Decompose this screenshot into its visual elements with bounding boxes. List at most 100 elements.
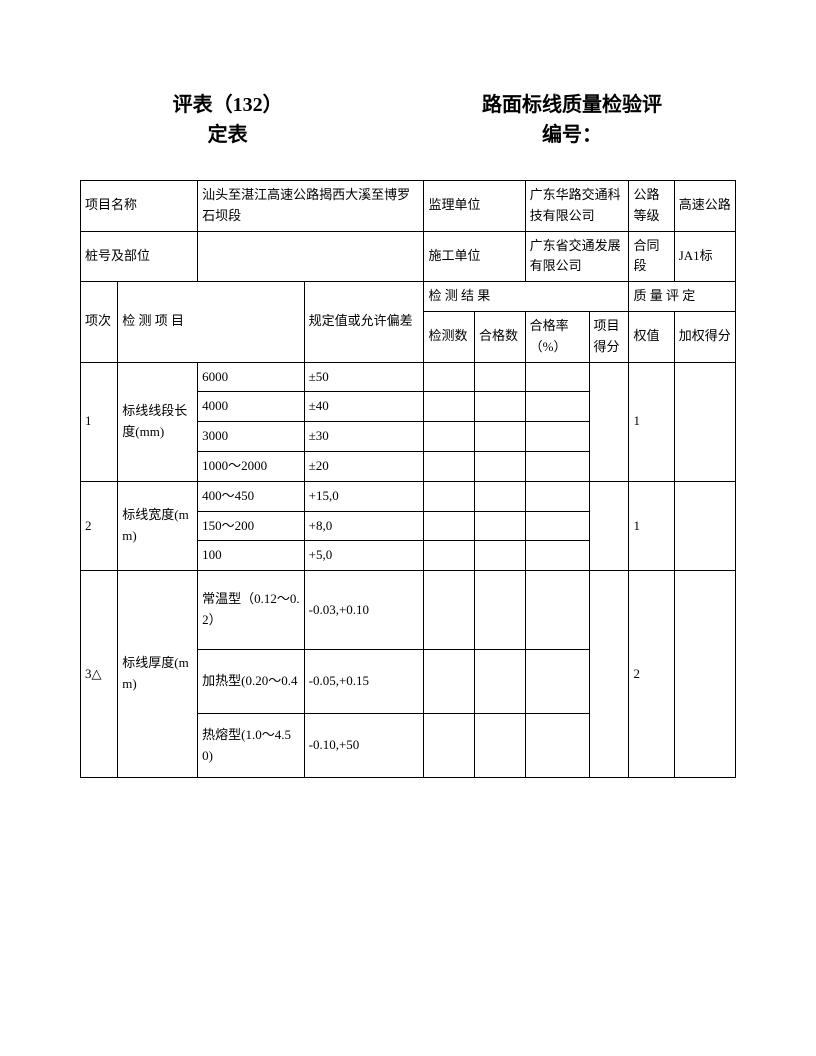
- spec1: 常温型（0.12～0.2）: [198, 571, 304, 650]
- spec1: 100: [198, 541, 304, 571]
- th-item-score: 项目得分: [589, 311, 629, 362]
- stake-value: [198, 231, 424, 282]
- th-weight: 权值: [629, 311, 674, 362]
- spec2: ±50: [304, 362, 424, 392]
- spec1: 3000: [198, 422, 304, 452]
- cell: [424, 541, 475, 571]
- spec1: 1000～2000: [198, 451, 304, 481]
- title-left: 评表（132） 定表: [80, 90, 375, 150]
- cell: [589, 481, 629, 570]
- road-grade-label: 公路等级: [629, 181, 674, 232]
- cell: [424, 650, 475, 714]
- name-3: 标线厚度(mm): [118, 571, 198, 778]
- cell: [525, 392, 589, 422]
- spec2: ±40: [304, 392, 424, 422]
- name-2: 标线宽度(mm): [118, 481, 198, 570]
- road-grade-value: 高速公路: [674, 181, 735, 232]
- col-header-row-1: 项次 检 测 项 目 规定值或允许偏差 检 测 结 果 质 量 评 定: [81, 282, 736, 312]
- spec2: ±30: [304, 422, 424, 452]
- cell: [525, 714, 589, 778]
- supervision-value: 广东华路交通科技有限公司: [525, 181, 629, 232]
- main-table: 项目名称 汕头至湛江高速公路揭西大溪至博罗石坝段 监理单位 广东华路交通科技有限…: [80, 180, 736, 778]
- cell: [525, 511, 589, 541]
- cell: [525, 481, 589, 511]
- cell: [424, 511, 475, 541]
- cell: [424, 422, 475, 452]
- cell: [424, 481, 475, 511]
- spec2: +15,0: [304, 481, 424, 511]
- th-pass-rate: 合格率（%）: [525, 311, 589, 362]
- spec2: -0.05,+0.15: [304, 650, 424, 714]
- table-row: 3△ 标线厚度(mm) 常温型（0.12～0.2） -0.03,+0.10 2: [81, 571, 736, 650]
- cell: [475, 481, 526, 511]
- cell: [424, 571, 475, 650]
- spec1: 400～450: [198, 481, 304, 511]
- seq-2: 2: [81, 481, 118, 570]
- spec2: ±20: [304, 451, 424, 481]
- name-1: 标线线段长度(mm): [118, 362, 198, 481]
- cell: [424, 451, 475, 481]
- weight-1: 1: [629, 362, 674, 481]
- th-result-group: 检 测 结 果: [424, 282, 629, 312]
- construction-value: 广东省交通发展有限公司: [525, 231, 629, 282]
- title-right-1: 路面标线质量检验评: [482, 94, 662, 116]
- th-detect-count: 检测数: [424, 311, 475, 362]
- cell: [475, 541, 526, 571]
- cell: [525, 422, 589, 452]
- spec2: -0.10,+50: [304, 714, 424, 778]
- cell: [475, 650, 526, 714]
- supervision-label: 监理单位: [424, 181, 525, 232]
- project-name-label: 项目名称: [81, 181, 198, 232]
- cell: [424, 362, 475, 392]
- cell: [475, 392, 526, 422]
- seq-1: 1: [81, 362, 118, 481]
- cell: [475, 362, 526, 392]
- cell: [424, 392, 475, 422]
- weight-2: 1: [629, 481, 674, 570]
- spec2: +5,0: [304, 541, 424, 571]
- cell: [525, 362, 589, 392]
- title-block: 评表（132） 定表 路面标线质量检验评 编号：: [80, 90, 736, 150]
- contract-value: JA1标: [674, 231, 735, 282]
- cell: [525, 451, 589, 481]
- table-row: 1 标线线段长度(mm) 6000 ±50 1: [81, 362, 736, 392]
- cell: [589, 362, 629, 481]
- cell: [475, 511, 526, 541]
- cell: [475, 422, 526, 452]
- contract-label: 合同段: [629, 231, 674, 282]
- spec1: 6000: [198, 362, 304, 392]
- spec2: -0.03,+0.10: [304, 571, 424, 650]
- cell: [674, 571, 735, 778]
- spec1: 热熔型(1.0～4.50): [198, 714, 304, 778]
- cell: [475, 451, 526, 481]
- th-spec: 规定值或允许偏差: [304, 282, 424, 362]
- header-row-1: 项目名称 汕头至湛江高速公路揭西大溪至博罗石坝段 监理单位 广东华路交通科技有限…: [81, 181, 736, 232]
- header-row-2: 桩号及部位 施工单位 广东省交通发展有限公司 合同段 JA1标: [81, 231, 736, 282]
- spec1: 150～200: [198, 511, 304, 541]
- title-right: 路面标线质量检验评 编号：: [408, 90, 736, 150]
- title-left-1: 评表（132）: [173, 94, 283, 116]
- cell: [674, 481, 735, 570]
- cell: [424, 714, 475, 778]
- cell: [475, 714, 526, 778]
- spec1: 加热型(0.20～0.4: [198, 650, 304, 714]
- weight-3: 2: [629, 571, 674, 778]
- table-row: 2 标线宽度(mm) 400～450 +15,0 1: [81, 481, 736, 511]
- spec2: +8,0: [304, 511, 424, 541]
- title-left-2: 定表: [208, 124, 248, 146]
- seq-3: 3△: [81, 571, 118, 778]
- th-pass-count: 合格数: [475, 311, 526, 362]
- cell: [475, 571, 526, 650]
- construction-label: 施工单位: [424, 231, 525, 282]
- th-item: 检 测 项 目: [118, 282, 304, 362]
- stake-label: 桩号及部位: [81, 231, 198, 282]
- th-seq: 项次: [81, 282, 118, 362]
- spec1: 4000: [198, 392, 304, 422]
- cell: [674, 362, 735, 481]
- th-weighted-score: 加权得分: [674, 311, 735, 362]
- cell: [589, 571, 629, 778]
- th-eval-group: 质 量 评 定: [629, 282, 736, 312]
- cell: [525, 571, 589, 650]
- cell: [525, 541, 589, 571]
- cell: [525, 650, 589, 714]
